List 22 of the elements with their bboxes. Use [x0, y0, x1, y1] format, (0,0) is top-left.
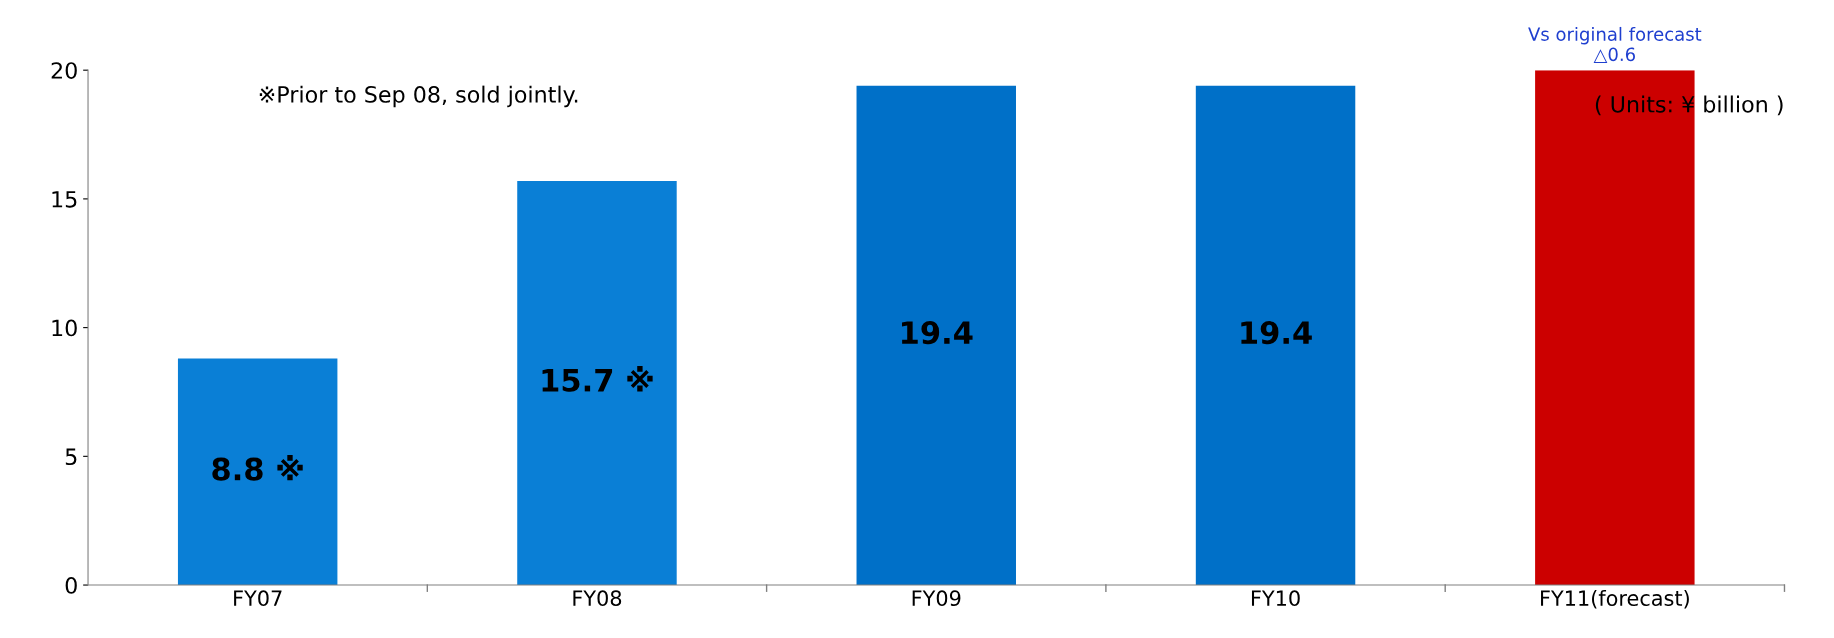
annotation: Vs original forecast △0.6 — [1528, 26, 1702, 64]
annotation: ( Units: ¥ billion ) — [1595, 95, 1783, 116]
annotation: ※Prior to Sep 08, sold jointly. — [259, 85, 578, 108]
y-tick-label: 10 — [52, 319, 77, 337]
bar — [517, 180, 677, 586]
data-label: 19.4 — [1241, 321, 1312, 345]
data-label: 8.8 ※ — [212, 454, 303, 481]
bar — [177, 358, 338, 586]
bar — [1535, 70, 1695, 586]
y-tick-label: 0 — [65, 577, 77, 594]
x-tick-label: FY09 — [912, 590, 961, 607]
x-tick-label: FY08 — [573, 590, 622, 607]
y-tick-label: 15 — [52, 191, 77, 208]
data-label: 15.7 ※ — [542, 366, 653, 392]
bar — [1195, 85, 1356, 586]
y-tick-label: 20 — [51, 62, 77, 79]
data-label: 19.4 — [902, 321, 973, 345]
x-tick-label: FY07 — [234, 590, 282, 607]
bar — [856, 85, 1016, 586]
x-tick-label: FY11(forecast) — [1541, 589, 1689, 609]
y-tick-label: 5 — [65, 448, 77, 466]
x-tick-label: FY10 — [1251, 590, 1300, 607]
